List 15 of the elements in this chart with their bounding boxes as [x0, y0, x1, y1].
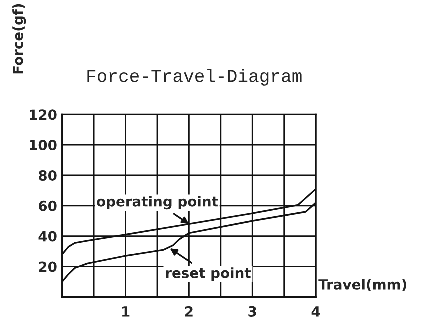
y-tick-label: 20 — [39, 262, 57, 272]
y-tick-label: 40 — [38, 231, 57, 242]
y-tick-label: 80 — [39, 170, 57, 181]
annotation: operating point — [97, 196, 218, 210]
x-tick-label: 2 — [185, 306, 193, 317]
x-tick-label: 1 — [122, 306, 130, 317]
chart-title: Force-Travel-Diagram — [88, 69, 302, 86]
y-tick-label: 60 — [39, 200, 57, 212]
y-tick-label: 120 — [30, 110, 57, 120]
annotation: reset point — [166, 268, 252, 282]
y-axis-title: Force(gf) — [12, 4, 26, 74]
x-tick-label: 4 — [312, 306, 320, 317]
y-tick-label: 100 — [30, 140, 57, 151]
x-tick-label: 3 — [248, 306, 256, 317]
x-axis-title: Travel(mm) — [318, 279, 406, 292]
